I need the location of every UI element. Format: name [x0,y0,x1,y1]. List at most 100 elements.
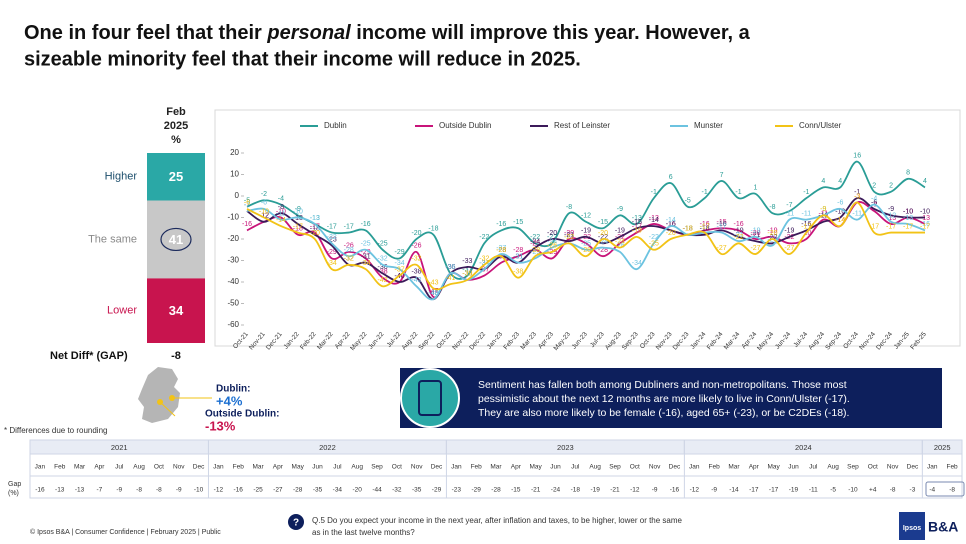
data-label: -38 [411,269,421,276]
y-tick-label: -30 [227,256,239,265]
data-label: -41 [445,275,455,282]
data-label: -8 [278,204,284,211]
month-label: Jan [689,464,700,471]
data-label: -12 [259,213,269,220]
data-label: -22 [327,234,337,241]
data-label: -6 [837,200,843,207]
data-label: -20 [666,230,676,237]
data-label: -10 [903,208,913,215]
data-label: -29 [361,249,371,256]
map-dot [169,395,175,401]
x-tick-label: Mar-23 [519,331,538,352]
month-label: Apr [273,464,284,471]
data-label: -10 [835,208,845,215]
phone-icon [418,380,442,416]
copyright: © Ipsos B&A | Consumer Confidence | Febr… [30,528,221,536]
gap-value: -21 [610,487,620,494]
bar-segment [147,153,205,201]
month-label: Feb [233,464,245,471]
x-tick-label: Jan-22 [283,331,301,351]
data-label: -28 [598,247,608,254]
month-label: Aug [133,464,145,471]
gap-value: -9 [652,487,658,494]
data-label: -17 [886,223,896,230]
legend-label: Dublin [324,121,347,130]
data-label: -10 [920,208,930,215]
data-label: -31 [513,253,523,260]
map-ireland [138,367,180,423]
table-label: (%) [8,490,19,497]
data-label: -16 [361,221,371,228]
data-label: -17 [310,223,320,230]
data-label: -18 [683,226,693,233]
data-label: -18 [683,226,693,233]
data-label: -23 [327,236,337,243]
data-label: -20 [564,230,574,237]
x-tick-label: Jun-24 [774,331,792,351]
net-label: Net Diff* (GAP) [50,350,128,362]
x-tick-label: Mar-22 [316,331,335,352]
data-label: 6 [669,174,673,181]
legend-label: Conn/Ulster [799,121,842,130]
x-tick-label: May-24 [756,331,776,352]
data-label: -37 [394,266,404,273]
y-tick-label: -10 [227,213,239,222]
month-label: Oct [392,464,402,471]
gap-value: -12 [214,487,224,494]
series-line [246,160,926,280]
gap-value: -8 [136,487,142,494]
gap-value: -21 [531,487,541,494]
year-label: 2023 [557,443,574,452]
data-label: -26 [411,243,421,250]
month-label: Oct [154,464,164,471]
x-tick-label: Jun-22 [367,331,385,351]
month-label: Jun [312,464,323,471]
month-label: May [767,464,780,471]
title-part: One in four feel that their [24,22,267,44]
data-label: -31 [361,253,371,260]
gap-value: -34 [333,487,343,494]
x-tick-label: Aug-23 [604,331,623,352]
month-label: Dec [431,464,443,471]
data-label: -16 [496,221,506,228]
info-text: They are also more likely to be female (… [478,407,849,419]
data-label: -36 [445,264,455,271]
x-tick-label: Jun-23 [571,331,589,351]
data-label: -19 [581,228,591,235]
data-label: -12 [886,213,896,220]
map-connector [159,401,176,417]
month-label: Sep [847,464,859,471]
gap-value: -16 [670,487,680,494]
data-label: -19 [733,228,743,235]
data-label: 4 [838,178,842,185]
data-label: -25 [581,241,591,248]
data-label: -38 [378,269,388,276]
month-label: Nov [411,464,423,471]
data-label: -42 [378,277,388,284]
gap-value: -15 [511,487,521,494]
gap-value: -29 [471,487,481,494]
data-label: -19 [750,228,760,235]
data-label: 1 [754,185,758,192]
data-label: -16 [242,221,252,228]
question-mark: ? [293,518,299,529]
data-label: -32 [411,256,421,263]
legend-label: Rest of Leinster [554,121,610,130]
data-label: -28 [496,247,506,254]
x-tick-label: Jan-24 [689,331,707,351]
data-label: -9 [295,206,301,213]
gap-value: -13 [75,487,85,494]
data-label: -16 [666,221,676,228]
gap-value: -17 [769,487,779,494]
data-label: -25 [649,241,659,248]
data-label: -16 [700,221,710,228]
data-label: -11 [818,210,828,217]
data-label: -16 [801,221,811,228]
data-label: -20 [598,230,608,237]
data-label: -42 [411,277,421,284]
x-tick-label: Jan-23 [486,331,504,351]
info-box [400,368,942,428]
gap-value: -24 [551,487,561,494]
logo: Ipsos [903,525,921,532]
data-label: -25 [361,241,371,248]
